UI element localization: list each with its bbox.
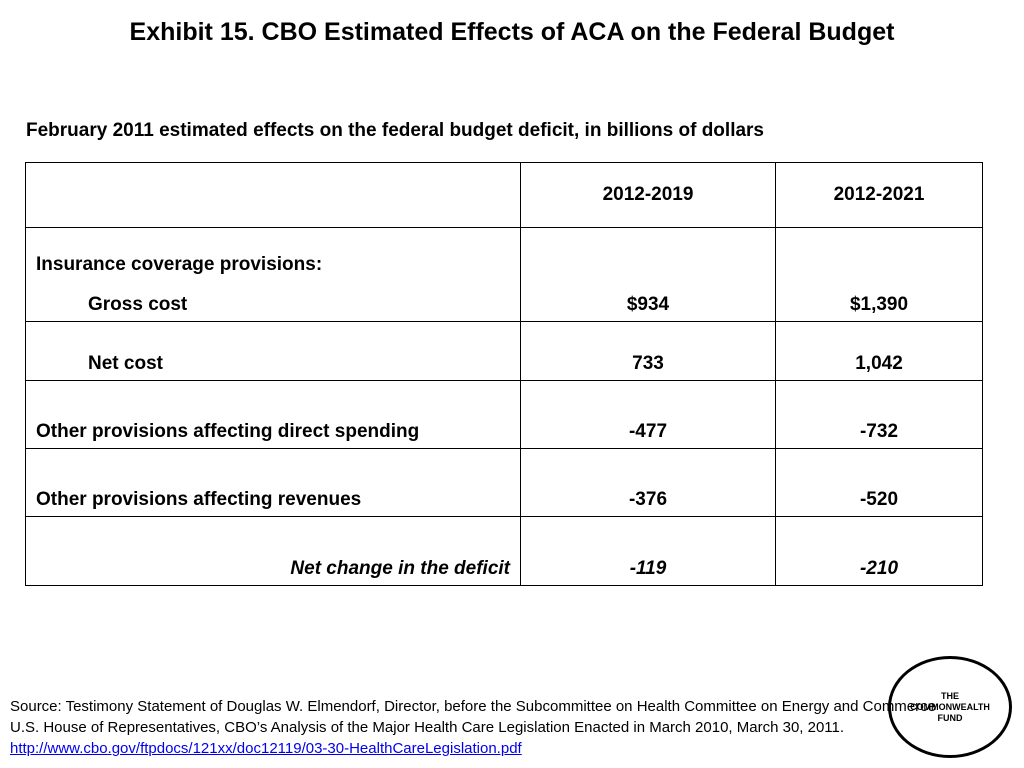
table-row: Other provisions affecting revenues -376…	[25, 448, 983, 517]
row-label: Gross cost	[88, 294, 188, 315]
header-empty-cell	[25, 162, 521, 228]
value-2012-2021: $1,390	[775, 227, 983, 322]
row-label: Net change in the deficit	[290, 558, 510, 579]
value-2012-2019: -119	[520, 516, 776, 586]
header-2012-2019: 2012-2019	[520, 162, 776, 228]
budget-table: 2012-2019 2012-2021 Insurance coverage p…	[25, 162, 983, 586]
table-row: Net cost 733 1,042	[25, 321, 983, 381]
table-row: Insurance coverage provisions: Gross cos…	[25, 227, 983, 322]
row-label-cell: Net cost	[25, 321, 521, 381]
table-header-row: 2012-2019 2012-2021	[25, 162, 983, 228]
row-label: Other provisions affecting direct spendi…	[25, 380, 521, 449]
table-row-total: Net change in the deficit -119 -210	[25, 516, 983, 586]
header-2012-2021: 2012-2021	[775, 162, 983, 228]
value-2012-2019: -376	[520, 448, 776, 517]
table-row: Other provisions affecting direct spendi…	[25, 380, 983, 449]
value-2012-2019: $934	[520, 227, 776, 322]
table-subtitle: February 2011 estimated effects on the f…	[26, 120, 765, 141]
value-2012-2021: 1,042	[775, 321, 983, 381]
source-note: Source: Testimony Statement of Douglas W…	[10, 696, 960, 759]
logo-line: COMMONWEALTH	[910, 701, 990, 712]
source-link[interactable]: http://www.cbo.gov/ftpdocs/121xx/doc1211…	[10, 740, 522, 757]
row-label: Other provisions affecting revenues	[25, 448, 521, 517]
logo-line: FUND	[937, 712, 963, 723]
value-2012-2019: -477	[520, 380, 776, 449]
value-2012-2019: 733	[520, 321, 776, 381]
logo-line: THE	[941, 690, 959, 701]
commonwealth-fund-logo: THE COMMONWEALTH FUND	[888, 656, 1012, 758]
section-heading: Insurance coverage provisions:	[36, 254, 323, 275]
row-label: Net cost	[88, 353, 163, 374]
value-2012-2021: -520	[775, 448, 983, 517]
source-text: Source: Testimony Statement of Douglas W…	[10, 698, 936, 736]
value-2012-2021: -210	[775, 516, 983, 586]
row-label-cell: Net change in the deficit	[25, 516, 521, 586]
value-2012-2021: -732	[775, 380, 983, 449]
row-label-cell: Insurance coverage provisions: Gross cos…	[25, 227, 521, 322]
page-title: Exhibit 15. CBO Estimated Effects of ACA…	[129, 18, 895, 46]
